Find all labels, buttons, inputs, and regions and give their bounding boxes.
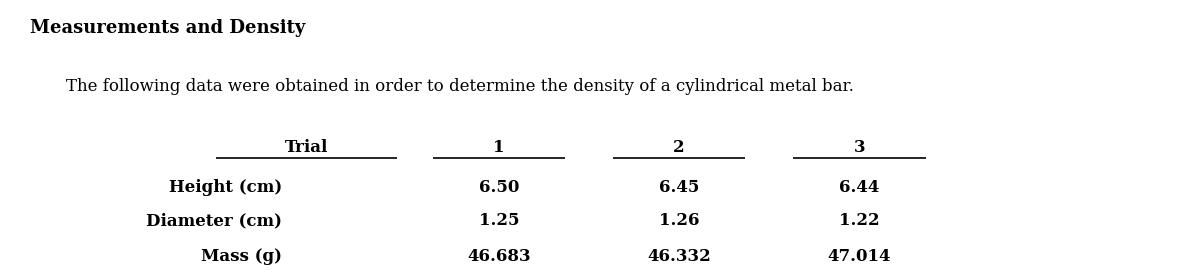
Text: Measurements and Density: Measurements and Density: [30, 19, 305, 38]
Text: 1: 1: [493, 139, 505, 156]
Text: Height (cm): Height (cm): [169, 179, 282, 196]
Text: 3: 3: [853, 139, 865, 156]
Text: Diameter (cm): Diameter (cm): [147, 212, 282, 229]
Text: 47.014: 47.014: [828, 249, 891, 265]
Text: 1.25: 1.25: [478, 212, 519, 229]
Text: The following data were obtained in order to determine the density of a cylindri: The following data were obtained in orde…: [66, 78, 853, 95]
Text: Trial: Trial: [285, 139, 328, 156]
Text: 1.26: 1.26: [659, 212, 700, 229]
Text: 6.45: 6.45: [659, 179, 700, 196]
Text: 1.22: 1.22: [839, 212, 880, 229]
Text: 46.332: 46.332: [647, 249, 712, 265]
Text: 2: 2: [673, 139, 685, 156]
Text: Mass (g): Mass (g): [202, 249, 282, 265]
Text: 6.50: 6.50: [478, 179, 519, 196]
Text: 46.683: 46.683: [468, 249, 530, 265]
Text: 6.44: 6.44: [839, 179, 880, 196]
